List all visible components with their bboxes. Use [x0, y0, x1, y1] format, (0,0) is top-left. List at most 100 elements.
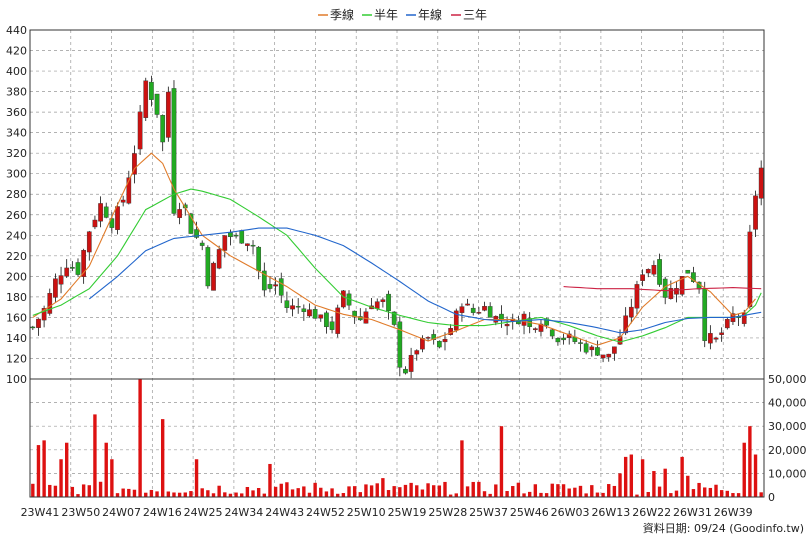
volume-bar — [544, 493, 549, 497]
candle-body — [724, 319, 730, 329]
volume-bar — [595, 492, 600, 497]
candle-body — [284, 300, 290, 308]
volume-bar — [533, 484, 538, 497]
candle-body — [403, 368, 408, 374]
date-tick-label: 24W34 — [224, 506, 263, 519]
volume-bar — [285, 482, 289, 497]
date-tick-label: 25W10 — [347, 506, 386, 519]
candle-body — [41, 308, 47, 321]
candle-body — [504, 324, 510, 327]
legend: 季線 半年 年線 三年 — [318, 7, 487, 22]
candle-body — [600, 354, 606, 359]
legend-label-0: 季線 — [330, 7, 354, 22]
volume-tick-label: 30,000 — [768, 420, 807, 433]
volume-bar — [471, 481, 475, 497]
volume-bar — [104, 442, 108, 497]
volume-bar — [454, 493, 458, 497]
candle-body — [324, 312, 329, 328]
date-tick-label: 24W25 — [184, 506, 223, 519]
volume-bar — [290, 489, 295, 497]
candle-body — [425, 337, 431, 339]
date-tick-label: 24W43 — [265, 506, 304, 519]
volume-bar — [516, 482, 521, 497]
candle-body — [442, 338, 448, 343]
volume-bar — [194, 459, 199, 497]
date-tick-label: 24W07 — [102, 506, 141, 519]
candle-body — [538, 323, 544, 332]
volume-bar — [65, 442, 69, 497]
volume-bar — [522, 493, 526, 497]
volume-bar — [578, 485, 583, 497]
volume-tick-label: 0 — [768, 491, 775, 504]
volume-bar — [669, 493, 673, 497]
volume-bar — [53, 485, 58, 497]
volume-bar — [657, 486, 662, 497]
candle-body — [199, 242, 205, 246]
candle-body — [58, 275, 64, 285]
volume-bar — [482, 491, 487, 497]
volume-bar — [748, 426, 752, 497]
candle-body — [126, 177, 132, 204]
volume-bar — [392, 486, 396, 497]
volume-bar — [42, 440, 46, 497]
candle-body — [64, 267, 70, 277]
candle-body — [329, 321, 335, 330]
candle-body — [578, 342, 583, 344]
volume-bar — [623, 456, 628, 497]
volume-bar — [149, 489, 154, 497]
volume-bar — [590, 485, 594, 497]
volume-bar — [635, 494, 639, 497]
candle-body — [233, 234, 239, 237]
candle-body — [267, 284, 273, 289]
candle-body — [465, 303, 470, 306]
price-tick-label: 120 — [6, 352, 27, 365]
volume-bar — [352, 486, 357, 497]
candle-body — [487, 306, 493, 318]
candle-body — [341, 290, 346, 308]
candle-body — [634, 284, 640, 309]
candle-body — [222, 235, 228, 251]
volume-bar — [347, 486, 351, 497]
candle-body — [154, 93, 160, 115]
candle-body — [612, 346, 617, 354]
volume-bar — [381, 478, 385, 497]
volume-bar — [640, 459, 645, 497]
volume-bar — [403, 484, 408, 497]
ma-three-year-line — [563, 286, 762, 292]
candle-body — [132, 153, 137, 175]
candle-body — [273, 284, 278, 287]
volume-bar — [443, 481, 447, 497]
volume-bar — [189, 491, 193, 497]
candle-body — [81, 250, 86, 277]
candle-body — [188, 213, 194, 234]
date-tick-label: 23W41 — [21, 506, 60, 519]
candle-body — [278, 278, 284, 296]
volume-bar — [759, 492, 763, 497]
candle-body — [92, 219, 98, 228]
date-tick-label: 24W16 — [143, 506, 182, 519]
volume-bars — [31, 379, 763, 497]
date-tick-label: 25W46 — [510, 506, 549, 519]
candle-body — [47, 293, 53, 314]
volume-bar — [324, 491, 329, 497]
date-tick-label: 25W19 — [388, 506, 427, 519]
candle-body — [115, 206, 120, 230]
candle-body — [171, 88, 177, 214]
volume-bar — [160, 419, 165, 497]
legend-label-2: 年線 — [418, 7, 442, 22]
volume-bar — [426, 483, 430, 497]
candle-body — [408, 354, 414, 372]
date-tick-label: 26W03 — [551, 506, 590, 519]
price-tick-label: 340 — [6, 127, 27, 140]
volume-bar — [703, 487, 707, 497]
candle-body — [165, 91, 171, 138]
volume-bar — [132, 489, 137, 497]
price-tick-label: 140 — [6, 332, 27, 345]
volume-bar — [336, 493, 340, 497]
date-tick-label: 25W37 — [469, 506, 508, 519]
volume-bar — [127, 488, 131, 497]
volume-tick-label: 20,000 — [768, 444, 807, 457]
volume-bar — [731, 493, 735, 497]
candle-body — [414, 350, 420, 355]
candle-body — [109, 218, 115, 228]
